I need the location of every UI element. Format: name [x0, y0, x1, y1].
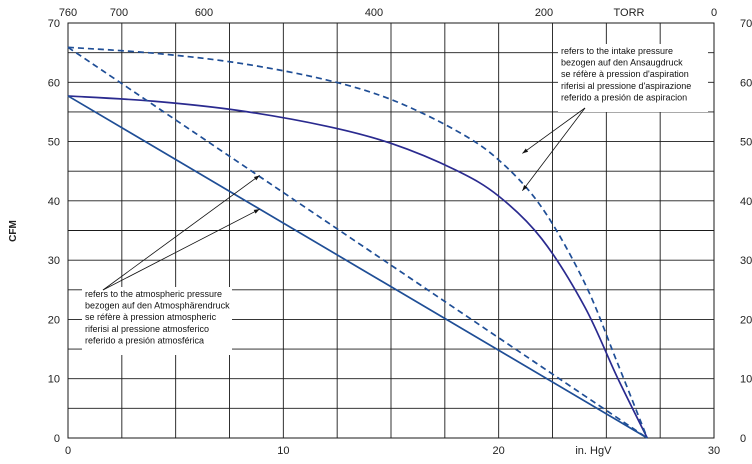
plot-frame: [67, 22, 715, 439]
annotation-arrow-line: [102, 175, 260, 291]
left-tick-label: 70: [48, 18, 60, 30]
left-tick-label: 10: [48, 374, 60, 386]
series-line-3: [67, 95, 648, 439]
annotation-text-line: referido a presión atmosférica: [85, 335, 204, 345]
left-tick-label: 50: [48, 137, 60, 149]
annotation-text-line: bezogen auf den Atmosphärendruck: [85, 301, 230, 311]
series-line-1: [67, 95, 649, 439]
annotation-arrowhead: [253, 209, 260, 214]
left-tick-label: 60: [48, 77, 60, 89]
left-tick-label: 0: [54, 433, 60, 445]
left-tick-label: 40: [48, 196, 60, 208]
annotation-text-line: se réfère à pression atmospheric: [85, 312, 217, 322]
bottom-axis-unit-label: in. HgV: [575, 445, 612, 457]
right-tick-label: 20: [740, 314, 752, 326]
annotation-arrowhead: [522, 148, 529, 154]
top-axis-unit-label: TORR: [614, 7, 645, 19]
annotations: refers to the intake pressure bezogen auf…: [82, 44, 708, 355]
annotation-text-line: referido a presión de aspiracion: [561, 92, 687, 102]
annotation-arrow-line: [102, 208, 260, 291]
top-tick-label: 600: [195, 7, 213, 19]
annotation-arrowhead: [253, 175, 260, 181]
annotation-text-line: bezogen auf den Ansaugdruck: [561, 58, 683, 68]
annotation-text-line: se réfère à pression d'aspiration: [561, 69, 689, 79]
right-tick-label: 60: [740, 77, 752, 89]
annotation-text-line: refers to the atmospheric pressure: [85, 289, 222, 299]
top-tick-label: 760: [59, 7, 77, 19]
bottom-tick-label: 30: [708, 445, 720, 457]
top-tick-label: 0: [711, 7, 717, 19]
left-tick-label: 30: [48, 255, 60, 267]
right-tick-label: 0: [740, 433, 746, 445]
bottom-tick-label: 20: [493, 445, 505, 457]
right-tick-label: 50: [740, 137, 752, 149]
annotation-text-line: riferisi al pressione atmosferico: [85, 324, 209, 334]
bottom-tick-label: 10: [277, 445, 289, 457]
annotation-box: [558, 44, 708, 112]
right-tick-label: 70: [740, 18, 752, 30]
left-tick-label: 20: [48, 314, 60, 326]
right-tick-label: 30: [740, 255, 752, 267]
bottom-tick-label: 0: [65, 445, 71, 457]
top-tick-label: 700: [110, 7, 128, 19]
series-lines: [67, 46, 649, 439]
annotation-arrow-line: [522, 107, 586, 154]
annotation-arrow-line: [522, 107, 586, 192]
annotation-text-line: riferisi al pressione d'aspirazione: [561, 81, 691, 91]
annotation-arrowhead: [522, 185, 528, 191]
annotation-box: [82, 287, 232, 355]
right-tick-label: 10: [740, 374, 752, 386]
right-tick-label: 40: [740, 196, 752, 208]
top-tick-label: 400: [365, 7, 383, 19]
annotation-text-line: refers to the intake pressure: [561, 46, 673, 56]
top-tick-label: 200: [535, 7, 553, 19]
y-axis-label: CFM: [8, 220, 19, 242]
